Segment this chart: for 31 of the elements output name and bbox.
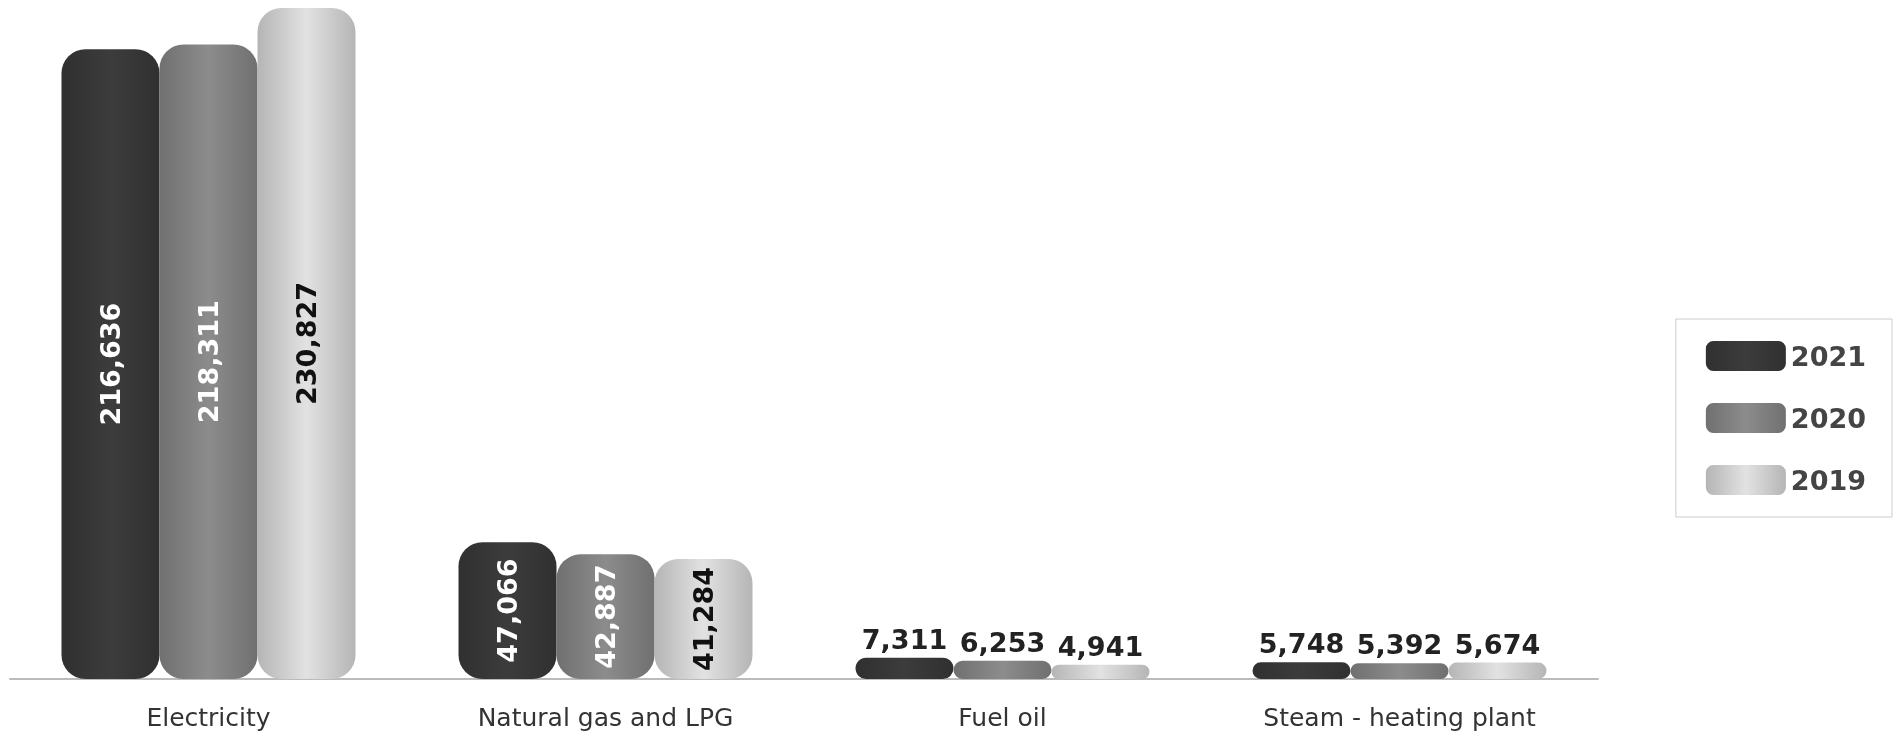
bar	[1051, 664, 1150, 679]
data-label: 216,636	[95, 302, 126, 426]
data-label: 42,887	[590, 564, 621, 669]
bar	[159, 44, 258, 679]
bar	[654, 558, 753, 679]
legend-label: 2019	[1790, 464, 1867, 496]
bar	[953, 660, 1052, 679]
data-label: 5,674	[1454, 628, 1541, 660]
data-label: 7,311	[861, 623, 948, 655]
x-tick-label: Steam - heating plant	[1263, 703, 1536, 732]
data-label: 5,748	[1258, 628, 1345, 660]
data-label: 41,284	[688, 566, 719, 672]
x-tick-label: Natural gas and LPG	[477, 703, 734, 732]
bar	[556, 554, 655, 679]
legend-label: 2021	[1790, 340, 1867, 372]
legend-label: 2020	[1790, 402, 1867, 434]
bar	[1448, 662, 1547, 679]
x-tick-label: Fuel oil	[958, 703, 1047, 732]
bar	[1350, 663, 1449, 679]
data-label: 230,827	[291, 282, 322, 405]
bar	[1252, 662, 1351, 679]
data-label: 4,941	[1057, 630, 1144, 662]
x-tick-label: Electricity	[146, 703, 271, 732]
data-label: 47,066	[492, 558, 523, 663]
bar	[257, 8, 356, 679]
bar	[458, 542, 557, 679]
bar	[61, 49, 160, 679]
bar	[855, 657, 954, 679]
data-label: 218,311	[193, 300, 224, 424]
data-label: 6,253	[959, 626, 1046, 658]
data-label: 5,392	[1356, 629, 1443, 661]
